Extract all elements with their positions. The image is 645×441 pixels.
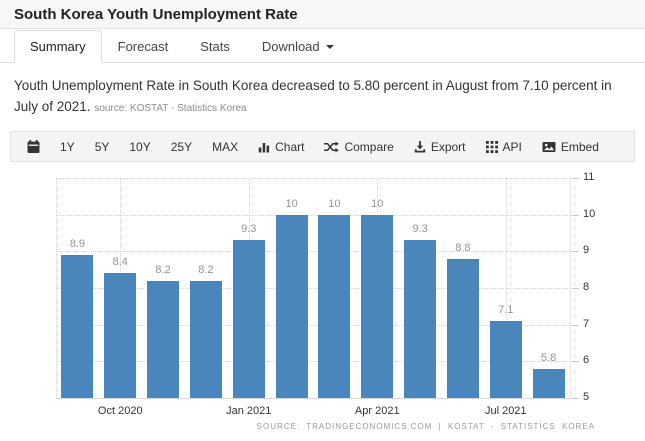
bar[interactable] — [532, 368, 565, 398]
y-axis-label: 5 — [583, 391, 590, 403]
toolbar-export-button[interactable]: Export — [404, 132, 476, 161]
bar[interactable] — [61, 255, 94, 398]
tabs-row: Summary Forecast Stats Download — [0, 29, 645, 63]
x-axis-label: Apr 2021 — [354, 405, 400, 417]
bar-value-label: 10 — [328, 197, 341, 210]
y-axis-tick — [572, 361, 579, 363]
toolbar-button-label: Export — [430, 139, 466, 154]
toolbar-1y-button[interactable]: 1Y — [50, 132, 85, 161]
tab-label: Stats — [200, 39, 230, 54]
compare-icon — [324, 141, 340, 153]
toolbar-button-label: Compare — [344, 139, 394, 154]
gridline-horizontal — [56, 214, 570, 216]
bar-chart-icon — [258, 141, 270, 153]
toolbar-button-label: Chart — [275, 139, 305, 154]
bar[interactable] — [361, 214, 394, 398]
plot-border — [56, 178, 57, 398]
chart-widget: 1Y 5Y 10Y 25Y MAX Chart Compare Export API Embed … — [10, 131, 635, 441]
bar[interactable] — [446, 258, 479, 398]
export-icon — [414, 140, 426, 153]
toolbar-button-label: MAX — [212, 139, 239, 154]
bar[interactable] — [189, 280, 222, 398]
toolbar-button-label: 25Y — [170, 139, 193, 154]
y-axis-tick — [572, 398, 579, 399]
api-icon — [485, 140, 498, 153]
toolbar-compare-button[interactable]: Compare — [314, 132, 403, 161]
y-axis-label: 8 — [583, 281, 590, 293]
x-axis-label: Jul 2021 — [484, 405, 527, 417]
toolbar-chart-button[interactable]: Chart — [248, 132, 314, 161]
bar[interactable] — [489, 321, 522, 398]
toolbar-api-button[interactable]: API — [476, 132, 532, 161]
chart-toolbar: 1Y 5Y 10Y 25Y MAX Chart Compare Export API Embed — [10, 131, 635, 162]
y-axis-label: 9 — [583, 244, 590, 257]
bar[interactable] — [232, 240, 265, 398]
toolbar-button-label: 10Y — [129, 139, 151, 154]
y-axis-tick — [572, 324, 579, 326]
y-axis-label: 7 — [583, 317, 590, 330]
y-axis-label: 10 — [583, 207, 596, 220]
page-title: South Korea Youth Unemployment Rate — [14, 5, 298, 23]
bar-value-label: 7.1 — [498, 304, 514, 316]
x-axis-label: Oct 2020 — [97, 405, 143, 417]
tab-stats[interactable]: Stats — [184, 30, 246, 63]
gridline-horizontal — [56, 178, 570, 179]
bar-value-label: 8.4 — [112, 256, 128, 269]
toolbar-10y-button[interactable]: 10Y — [119, 132, 160, 161]
tab-label: Forecast — [117, 39, 169, 54]
toolbar-calendar-button[interactable] — [17, 132, 50, 161]
y-axis-label: 11 — [583, 171, 595, 183]
toolbar-button-label: 1Y — [60, 139, 75, 154]
bar[interactable] — [147, 280, 180, 398]
bar-value-label: 8.9 — [69, 238, 86, 250]
embed-icon — [542, 141, 556, 153]
bar-value-label: 8.2 — [198, 263, 214, 276]
tab-forecast[interactable]: Forecast — [102, 30, 185, 63]
toolbar-embed-button[interactable]: Embed — [532, 132, 609, 161]
bar[interactable] — [318, 214, 351, 398]
y-axis-tick — [572, 251, 579, 253]
gridline-horizontal — [56, 288, 570, 289]
gridline-vertical — [505, 178, 507, 398]
calendar-icon — [27, 140, 40, 153]
x-axis-label: Jan 2021 — [226, 405, 272, 417]
plot-border — [570, 178, 571, 398]
toolbar-button-label: API — [502, 139, 522, 154]
tab-download[interactable]: Download — [246, 30, 350, 63]
bar-value-label: 10 — [371, 197, 384, 210]
page-header: South Korea Youth Unemployment Rate — [0, 0, 645, 29]
chart-area: 5 6 7 8 9 10 11 Oct 2020 Jan 2021 Apr 2021 Jul 202… — [10, 162, 635, 441]
y-axis-tick — [572, 178, 579, 179]
toolbar-5y-button[interactable]: 5Y — [85, 132, 120, 161]
bar-value-label: 5.8 — [540, 351, 557, 364]
caret-down-icon — [325, 44, 334, 49]
gridline-horizontal — [56, 324, 570, 326]
gridline-horizontal — [56, 361, 570, 363]
tab-summary[interactable]: Summary — [14, 30, 102, 63]
bar-value-label: 9.3 — [412, 223, 428, 236]
toolbar-button-label: Embed — [560, 139, 599, 154]
toolbar-25y-button[interactable]: 25Y — [161, 132, 202, 161]
toolbar-button-label: 5Y — [94, 139, 110, 154]
bar-value-label: 8.2 — [155, 263, 171, 276]
description-source-note: source: KOSTAT - Statistics Korea — [94, 103, 247, 114]
tab-label: Download — [261, 39, 320, 54]
bar-value-label: 8.8 — [455, 241, 471, 254]
description: Youth Unemployment Rate in South Korea d… — [14, 75, 632, 119]
gridline-horizontal — [56, 398, 570, 399]
y-axis-tick — [572, 214, 579, 216]
bar-value-label: 9.3 — [241, 223, 257, 236]
chart-source-note: SOURCE: TRADINGECONOMICS.COM | KOSTAT - … — [256, 422, 595, 431]
tab-label: Summary — [30, 39, 86, 54]
gridline-horizontal — [56, 251, 570, 253]
y-axis-tick — [572, 288, 579, 289]
description-text: Youth Unemployment Rate in South Korea d… — [14, 78, 612, 114]
bar[interactable] — [404, 240, 437, 398]
bar-value-label: 10 — [285, 197, 298, 210]
toolbar-max-button[interactable]: MAX — [202, 132, 248, 161]
y-axis-label: 6 — [583, 354, 590, 367]
bar[interactable] — [275, 214, 308, 398]
bar[interactable] — [104, 273, 137, 398]
